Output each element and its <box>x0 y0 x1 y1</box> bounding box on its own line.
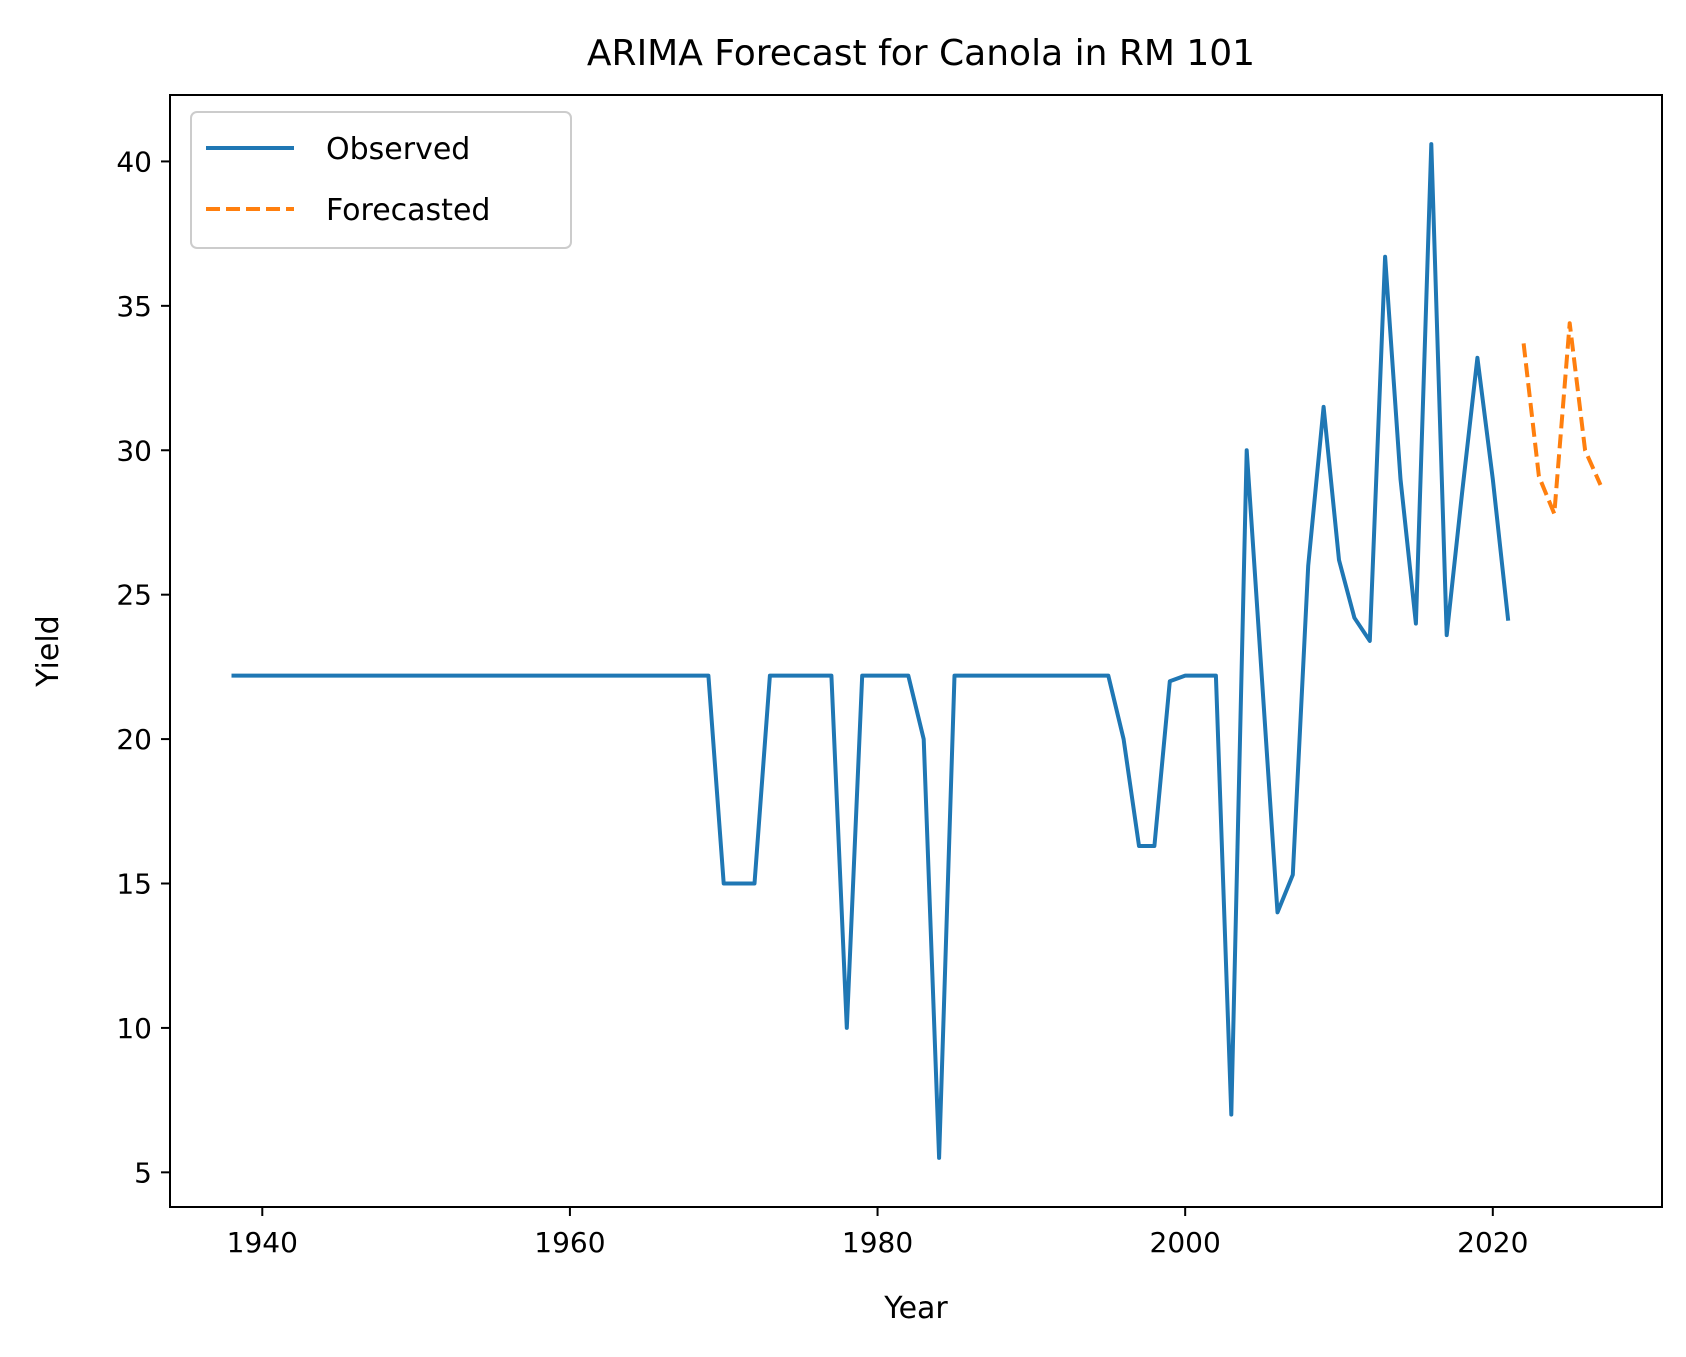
legend-label-observed: Observed <box>326 132 470 167</box>
chart-title: ARIMA Forecast for Canola in RM 101 <box>587 33 1255 74</box>
legend: Observed Forecasted <box>190 111 572 249</box>
y-axis-label: Yield <box>31 615 66 687</box>
y-tick-label: 40 <box>116 145 152 178</box>
x-axis-ticks: 1940 1960 1980 2000 2020 <box>227 1207 1528 1259</box>
legend-label-forecasted: Forecasted <box>326 193 490 228</box>
y-tick-label: 20 <box>116 723 152 756</box>
x-tick-label: 2020 <box>1457 1226 1528 1259</box>
series-line-forecasted <box>1521 321 1603 516</box>
x-tick-label: 2000 <box>1150 1226 1221 1259</box>
y-tick-label: 10 <box>116 1012 152 1045</box>
y-tick-label: 5 <box>134 1156 152 1189</box>
x-axis-label: Year <box>883 1291 948 1326</box>
plot-frame <box>169 94 1663 1208</box>
series-line-observed <box>231 142 1511 1160</box>
x-tick-label: 1940 <box>227 1226 298 1259</box>
series-layer <box>231 142 1603 1160</box>
y-tick-label: 15 <box>116 868 152 901</box>
y-tick-label: 35 <box>116 290 152 323</box>
y-tick-label: 30 <box>116 434 152 467</box>
y-axis-ticks: 5 10 15 20 25 30 35 40 <box>116 145 170 1189</box>
x-tick-label: 1980 <box>842 1226 913 1259</box>
y-tick-label: 25 <box>116 579 152 612</box>
x-tick-label: 1960 <box>534 1226 605 1259</box>
